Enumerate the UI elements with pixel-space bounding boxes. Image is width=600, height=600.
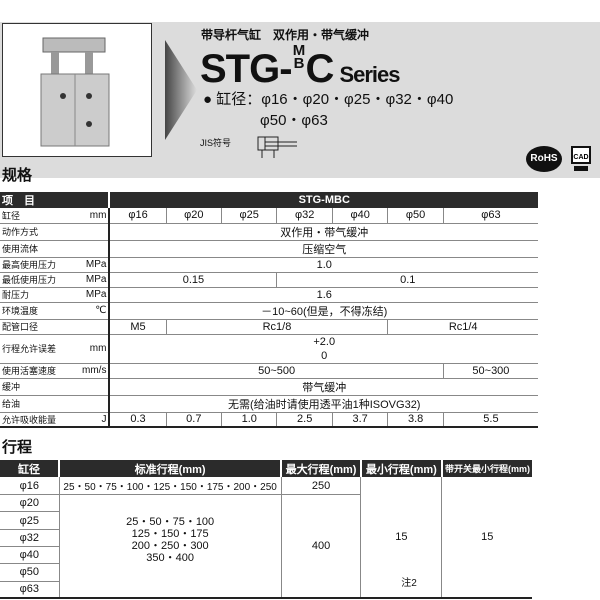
cad-icon: CAD xyxy=(571,146,591,171)
table-row: φ16 25・50・75・100・125・150・175・200・250 250 1… xyxy=(0,477,532,599)
table-row: 允许吸收能量 J 0.3 0.7 1.0 2.5 3.7 3.8 5.5 xyxy=(0,412,538,428)
jis-label: JIS符号 xyxy=(200,138,232,148)
product-title: STG-M BC Series xyxy=(200,42,401,91)
table-row: 使用活塞速度 mm/s 50~500 50~300 xyxy=(0,363,538,379)
svg-text:CAD: CAD xyxy=(573,154,588,161)
table-row: 缸径 mm φ16 φ20 φ25 φ32 φ40 φ50 φ63 xyxy=(0,208,538,224)
table-row: 动作方式 双作用・带气缓冲 xyxy=(0,223,538,241)
table-row: φ63 xyxy=(19,583,39,596)
jis-symbol-icon xyxy=(257,136,297,158)
table-row: 配管口径 M5 Rc1/8 Rc1/4 xyxy=(0,319,538,335)
table-row: 使用流体 压缩空气 xyxy=(0,240,538,258)
product-subtitle: 带导杆气缸 双作用・带气缓冲 xyxy=(201,28,370,42)
table-row: 给油 无需(给油时请使用透平油1种ISOVG32) xyxy=(0,395,538,413)
table-row: 缓冲 带气缓冲 xyxy=(0,378,538,396)
bore-sizes: ● 缸径：φ16・φ20・φ25・φ32・φ40 xyxy=(203,91,454,108)
stroke-title: 行程 xyxy=(2,439,33,456)
product-photo xyxy=(2,23,152,157)
table-row: 耐压力 MPa 1.6 xyxy=(0,287,538,303)
table-row: φ25 xyxy=(0,511,532,530)
rohs-badge: RoHS xyxy=(526,146,562,172)
table-row: φ40 xyxy=(0,546,532,565)
stroke-table: 缸径 标准行程(mm) 最大行程(mm) 最小行程(mm) 带开关最小行程(mm) φ1… xyxy=(0,460,532,600)
table-row: 最高使用压力 MPa 1.0 xyxy=(0,257,538,273)
table-row: 环境温度 ℃ －10~60(但是，不得冻结) xyxy=(0,302,538,320)
table-row: 行程允许误差 mm +2.0 0 xyxy=(0,334,538,364)
spec-title: 规格 xyxy=(2,167,33,184)
table-row: 最低使用压力 MPa 0.15 0.1 xyxy=(0,272,538,288)
bore-sizes-2: φ50・φ63 xyxy=(260,112,328,129)
table-row: φ50 xyxy=(0,563,532,582)
table-row: φ20 25・50・75・100 125・150・175 200・250・300 35… xyxy=(0,494,532,599)
spec-table: 项 目 STG-MBC 缸径 mm φ16 φ20 φ25 φ32 φ40 φ50 φ63 动作… xyxy=(0,192,538,428)
table-row: φ32 xyxy=(0,529,532,547)
